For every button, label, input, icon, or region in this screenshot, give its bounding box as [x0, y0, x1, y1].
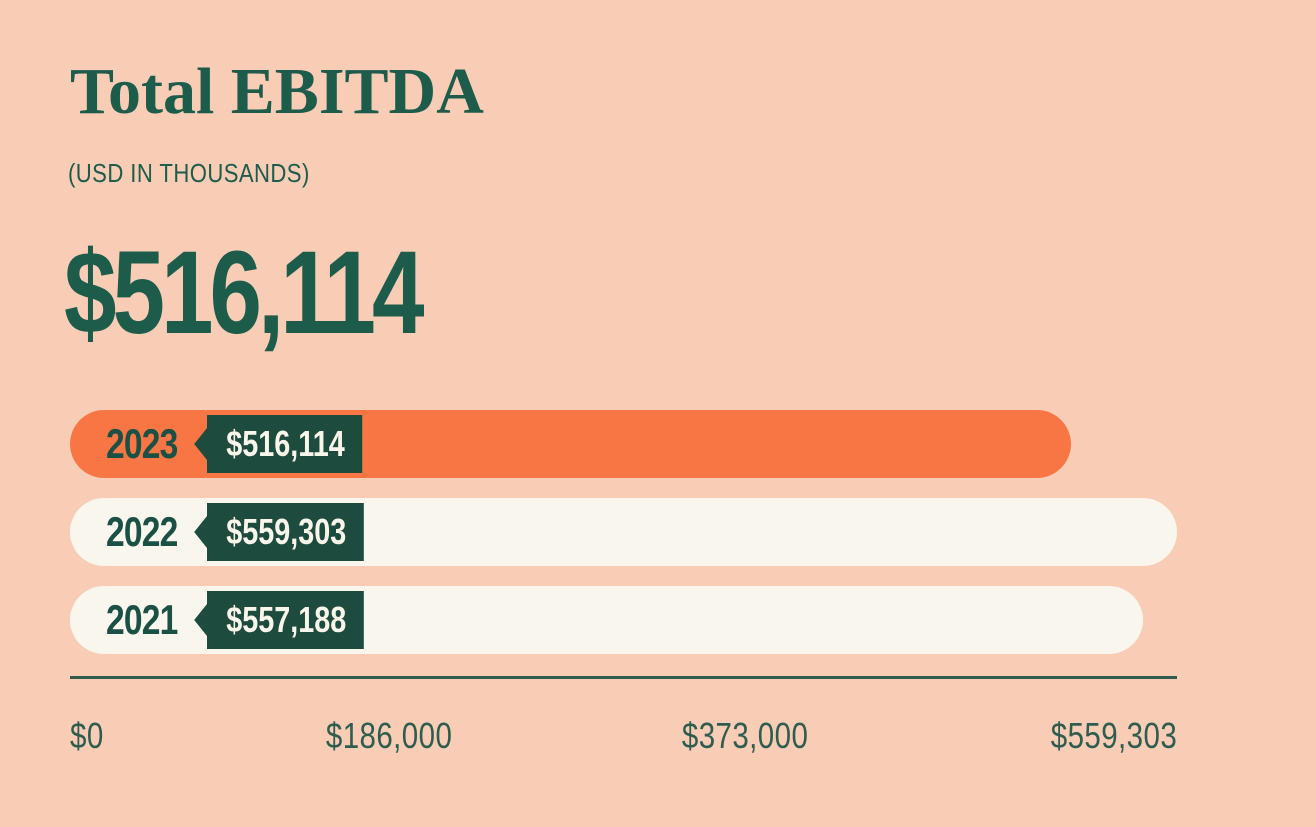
bar-value-label: $557,188 — [226, 599, 347, 640]
x-axis-line — [70, 676, 1177, 679]
headline-value: $516,114 — [64, 227, 425, 359]
bar-year-label: 2022 — [106, 508, 178, 555]
axis-tick: $559,303 — [1050, 715, 1177, 756]
bar-row-2021: 2021 $557,188 — [70, 586, 1143, 654]
tag-arrow-left-icon — [194, 515, 208, 549]
value-tag-2023: $516,114 — [194, 415, 363, 473]
axis-tick: $0 — [70, 715, 104, 756]
value-tag-2021: $557,188 — [194, 591, 364, 649]
page-title: Total EBITDA — [70, 55, 484, 128]
bar-year-label: 2023 — [106, 420, 178, 467]
axis-tick: $373,000 — [681, 715, 808, 756]
bar-value-label: $559,303 — [226, 511, 347, 552]
chart-subtitle: (USD IN THOUSANDS) — [68, 158, 310, 188]
bar-chart: 2023 $516,114 2022 $559,303 2021 $557,18… — [70, 410, 1177, 674]
x-axis-tick-labels: $0 $186,000 $373,000 $559,303 — [70, 718, 1177, 754]
axis-tick: $186,000 — [326, 715, 453, 756]
bar-year-label: 2021 — [106, 596, 178, 643]
tag-arrow-left-icon — [194, 603, 208, 637]
bar-row-2022: 2022 $559,303 — [70, 498, 1177, 566]
bar-row-2023: 2023 $516,114 — [70, 410, 1071, 478]
bar-value-label: $516,114 — [226, 423, 345, 464]
value-tag-2022: $559,303 — [194, 503, 364, 561]
tag-arrow-left-icon — [194, 427, 208, 461]
